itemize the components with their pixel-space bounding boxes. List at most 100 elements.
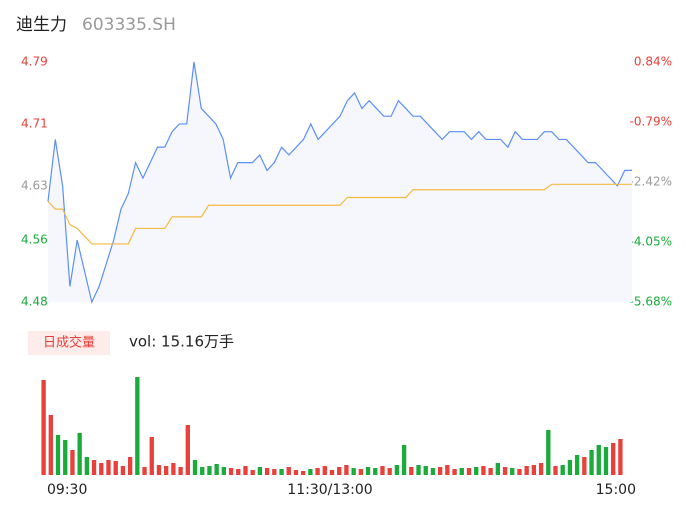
volume-bar: [351, 468, 356, 475]
volume-legend-box: [28, 331, 110, 355]
volume-bar: [365, 467, 371, 475]
volume-bar: [524, 466, 529, 475]
volume-bar: [567, 460, 573, 475]
volume-bar: [142, 467, 147, 475]
volume-bar: [300, 471, 306, 475]
y2-tick-label: -2.42%: [630, 175, 672, 189]
y2-tick-label: -4.05%: [630, 235, 672, 249]
volume-bar: [560, 465, 565, 475]
volume-bar: [200, 467, 205, 475]
volume-bar: [510, 468, 515, 475]
volume-bar: [315, 468, 320, 475]
volume-bar: [502, 467, 508, 475]
x-tick-label: 15:00: [596, 482, 636, 498]
volume-bar: [466, 468, 472, 475]
volume-bar: [574, 455, 580, 475]
volume-bar: [228, 468, 234, 475]
volume-bar: [149, 437, 154, 475]
volume-bar: [120, 466, 126, 475]
volume-bar: [207, 466, 212, 475]
volume-bar: [91, 460, 97, 475]
y-tick-label: 4.79: [21, 55, 48, 69]
volume-bar: [394, 465, 400, 475]
volume-bar: [495, 463, 500, 475]
y-tick-label: 4.63: [21, 178, 48, 192]
volume-bar: [553, 466, 558, 475]
volume-bar: [99, 463, 104, 475]
volume-bar: [430, 468, 436, 475]
volume-bar: [546, 430, 551, 475]
volume-bar: [423, 466, 428, 475]
volume-bar: [337, 467, 342, 475]
volume-bar: [84, 457, 90, 475]
volume-bar: [611, 443, 616, 475]
volume-bar: [250, 470, 255, 475]
volume-bar: [55, 435, 61, 475]
volume-bar: [596, 445, 601, 475]
volume-bar: [279, 469, 284, 475]
volume-bar: [531, 465, 537, 475]
volume-bar: [538, 463, 544, 475]
average-line: [47, 183, 632, 245]
volume-bar: [257, 467, 263, 475]
volume-bar: [127, 457, 133, 475]
volume-bar: [437, 467, 443, 475]
y2-tick-label: -0.79%: [630, 115, 672, 129]
volume-bar: [185, 425, 190, 475]
volume-bar: [264, 468, 270, 475]
volume-bar: [488, 468, 493, 475]
y-tick-label: 4.48: [21, 295, 48, 309]
x-tick-label: 11:30/13:00: [287, 482, 372, 498]
x-tick-label: 09:30: [47, 482, 87, 498]
volume-bar: [178, 467, 183, 475]
volume-bar: [409, 467, 414, 475]
volume-bar: [380, 466, 385, 475]
volume-bar: [329, 470, 335, 475]
volume-bar: [373, 468, 378, 475]
volume-bar: [48, 415, 53, 475]
volume-bar: [416, 465, 421, 475]
y-tick-label: 4.71: [21, 116, 48, 130]
price-area: [48, 62, 632, 302]
volume-bar: [344, 465, 349, 475]
volume-bar: [481, 466, 486, 475]
y2-tick-label: -5.68%: [630, 295, 672, 309]
volume-legend: 日成交量: [43, 335, 95, 351]
volume-bar: [517, 469, 522, 475]
volume-bar: [135, 377, 140, 475]
volume-bar: [618, 439, 623, 475]
y-tick-label: 4.56: [21, 233, 48, 247]
volume-bar: [322, 466, 327, 475]
volume-bar: [387, 468, 392, 475]
volume-bar: [603, 447, 609, 475]
volume-bar: [589, 450, 594, 475]
volume-bar: [77, 433, 82, 475]
price-line: [47, 61, 632, 304]
volume-bar: [164, 466, 169, 475]
volume-bar: [221, 467, 227, 475]
volume-bar: [582, 457, 587, 475]
volume-bar: [272, 469, 277, 475]
volume-bar: [401, 445, 407, 475]
volume-bar: [243, 466, 248, 475]
volume-bar: [474, 467, 479, 475]
volume-bar: [459, 468, 464, 475]
volume-bar: [293, 470, 299, 475]
volume-bar: [70, 450, 75, 475]
volume-bar: [358, 469, 364, 475]
y2-tick-label: 0.84%: [634, 55, 672, 69]
volume-total: vol: 15.16万手: [129, 333, 234, 351]
stock-code: 603335.SH: [82, 15, 176, 35]
volume-bar: [113, 461, 118, 475]
volume-bar: [63, 440, 68, 475]
volume-bar: [308, 469, 313, 475]
volume-bar: [214, 464, 219, 475]
volume-bar: [452, 469, 457, 475]
volume-bar: [41, 380, 46, 475]
volume-bar: [286, 467, 291, 475]
volume-bar: [236, 469, 241, 475]
stock-name: 迪生力: [16, 15, 67, 35]
volume-bar: [171, 463, 176, 475]
